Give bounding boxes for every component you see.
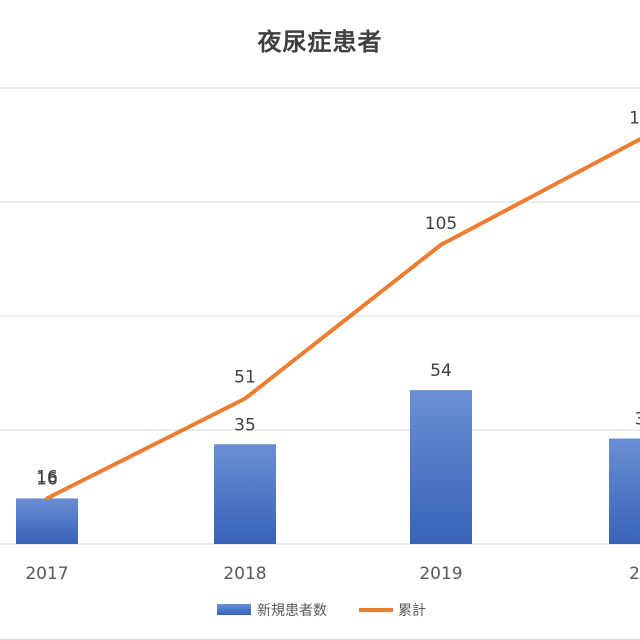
legend-swatch-bar <box>217 604 251 615</box>
data-labels: 1635543165110514 <box>36 108 640 489</box>
line-data-label: 51 <box>234 368 256 388</box>
legend-label-bar: 新規患者数 <box>257 603 327 619</box>
x-tick-label: 20 <box>629 564 640 584</box>
bar-data-label: 16 <box>36 469 58 489</box>
line-data-label: 105 <box>425 214 457 234</box>
x-axis-ticks: 2017 2018 2019 20 <box>25 564 640 584</box>
line-data-label: 16 <box>36 467 58 487</box>
bar <box>214 444 276 544</box>
bar-series <box>16 390 640 544</box>
line-path <box>45 137 640 501</box>
bar-data-label: 3 <box>635 410 640 430</box>
x-tick-label: 2018 <box>223 564 266 584</box>
gridlines <box>0 87 640 545</box>
legend: 新規患者数 累計 <box>217 603 426 619</box>
line-data-label: 14 <box>629 108 640 128</box>
x-tick-label: 2017 <box>25 564 68 584</box>
line-series <box>45 137 640 501</box>
bar <box>410 390 472 544</box>
bar <box>16 498 78 544</box>
bar <box>609 438 640 544</box>
chart-title: 夜尿症患者 <box>257 28 383 56</box>
x-tick-label: 2019 <box>419 564 462 584</box>
legend-label-line: 累計 <box>398 603 426 619</box>
bar-data-label: 54 <box>430 361 452 381</box>
bar-data-label: 35 <box>234 415 256 435</box>
